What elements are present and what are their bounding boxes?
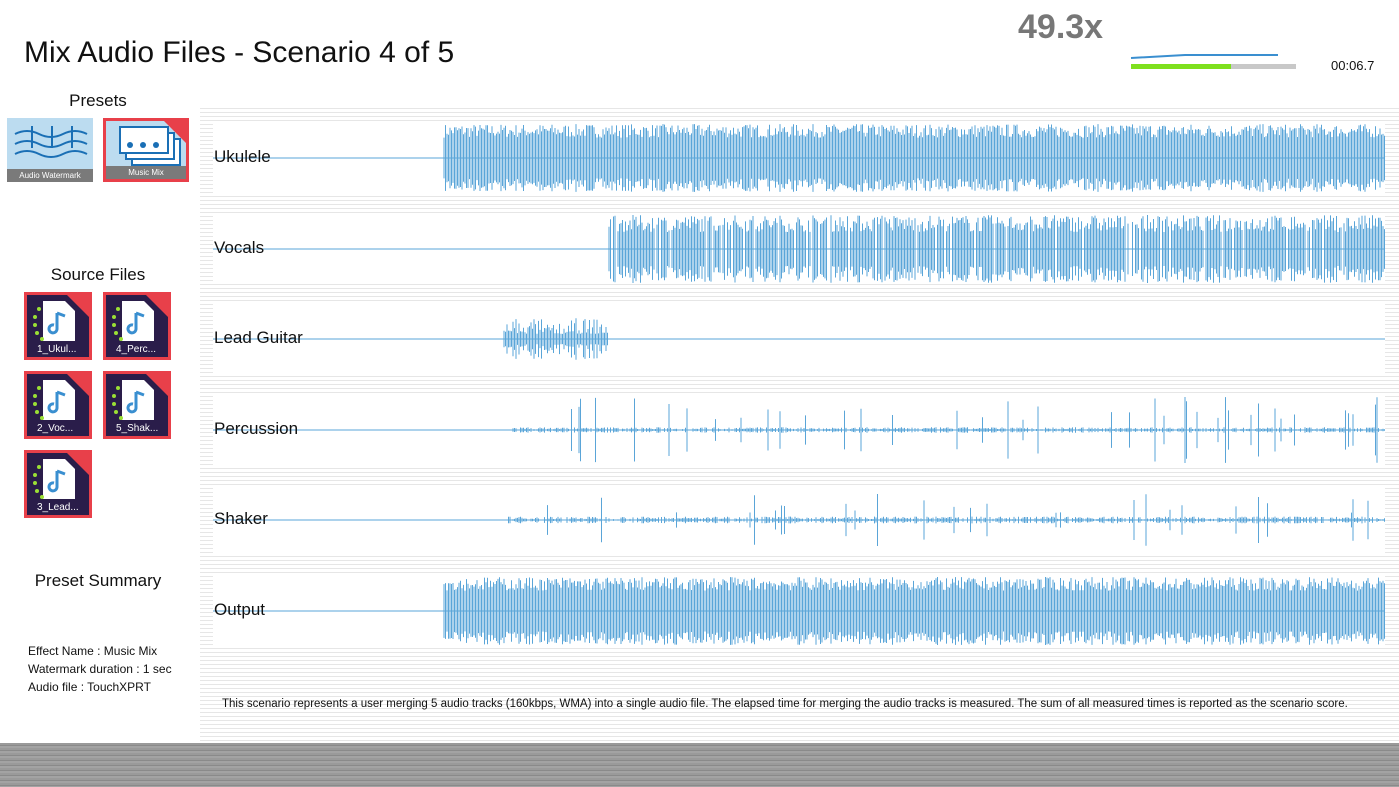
- source-heading: Source Files: [50, 265, 146, 284]
- preset-icon: [119, 126, 181, 166]
- waveform: [213, 396, 1385, 463]
- check-mark: [67, 453, 89, 475]
- waveform-path: [213, 396, 1385, 463]
- waveform: [213, 124, 1385, 192]
- check-mark: [164, 121, 186, 143]
- track-row: Shaker: [213, 485, 1385, 555]
- track-name: Vocals: [214, 237, 265, 257]
- waveform-path: [213, 318, 1385, 360]
- preset-icon: [14, 126, 88, 158]
- file-label: 2_Voc...: [37, 423, 74, 434]
- preset-label: Audio Watermark: [7, 169, 93, 182]
- file-tile[interactable]: 5_Shak...: [103, 371, 171, 439]
- waveform: [213, 214, 1385, 283]
- track-row: Ukulele: [213, 123, 1385, 193]
- file-tile[interactable]: 4_Perc...: [103, 292, 171, 360]
- summary-heading: Preset Summary: [34, 571, 162, 590]
- file-label: 1_Ukul...: [37, 344, 77, 355]
- progress-fill: [1131, 64, 1231, 69]
- check-mark: [146, 295, 168, 317]
- track-row: Lead Guitar: [213, 304, 1385, 374]
- description: This scenario represents a user merging …: [222, 698, 1348, 710]
- track-row: Percussion: [213, 394, 1385, 465]
- preset-tile[interactable]: Audio Watermark: [7, 118, 93, 182]
- waveform-path: [213, 494, 1385, 546]
- track-area: Ukulele Vocals Lead Guitar Percussion Shaker…: [200, 105, 1399, 743]
- track-name: Lead Guitar: [214, 328, 303, 347]
- track-name: Shaker: [214, 509, 268, 528]
- summary-line: Audio file : TouchXPRT: [28, 680, 151, 694]
- check-mark: [67, 295, 89, 317]
- track-row: Vocals: [213, 213, 1385, 284]
- presets-heading: Presets: [69, 91, 127, 110]
- file-tile[interactable]: 2_Voc...: [24, 371, 92, 439]
- preset-tile[interactable]: Music Mix: [103, 118, 189, 182]
- waveform-path: [213, 124, 1385, 192]
- waveform-path: [213, 214, 1385, 283]
- preset-label: Music Mix: [106, 166, 186, 179]
- side-panel: Presets Audio Watermark Music Mix Source…: [0, 85, 200, 743]
- track-name: Ukulele: [214, 147, 271, 166]
- file-label: 3_Lead...: [37, 502, 79, 513]
- file-label: 5_Shak...: [116, 423, 159, 434]
- track-name: Output: [214, 599, 266, 619]
- check-mark: [146, 374, 168, 396]
- summary-line: Watermark duration : 1 sec: [28, 662, 172, 676]
- track-row: Output: [213, 575, 1385, 646]
- file-tile[interactable]: 1_Ukul...: [24, 292, 92, 360]
- waveform: [213, 318, 1385, 360]
- summary-line: Effect Name : Music Mix: [28, 644, 158, 658]
- timer: 00:06.7: [1331, 58, 1375, 73]
- score: 49.3x: [1018, 8, 1104, 46]
- progress-line: [1130, 54, 1278, 59]
- waveform: [213, 576, 1385, 645]
- track-name: Percussion: [214, 418, 299, 438]
- file-label: 4_Perc...: [116, 344, 157, 355]
- check-mark: [67, 374, 89, 396]
- page-title: Mix Audio Files - Scenario 4 of 5: [24, 36, 455, 69]
- progress: [1130, 54, 1296, 69]
- waveform: [213, 494, 1385, 546]
- waveform-path: [213, 576, 1385, 645]
- footer-bar: [0, 743, 1399, 787]
- file-tile[interactable]: 3_Lead...: [24, 450, 92, 518]
